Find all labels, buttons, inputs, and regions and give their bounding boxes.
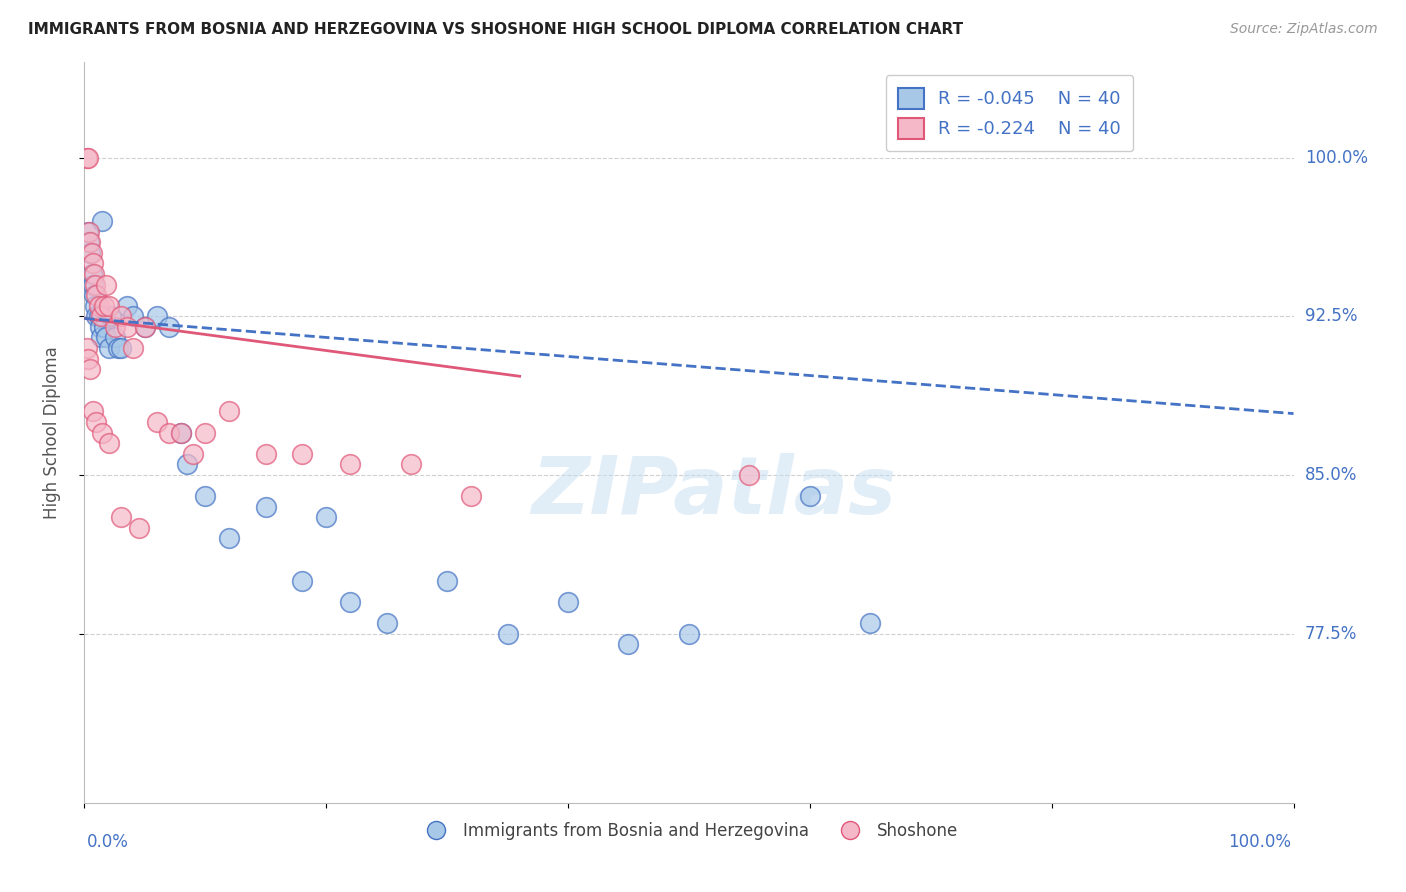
Point <box>89 319 111 334</box>
Point <box>83 288 105 302</box>
Point <box>157 425 180 440</box>
Point <box>97 436 120 450</box>
Point <box>176 458 198 472</box>
Point <box>86 415 108 429</box>
Point <box>194 425 217 440</box>
Point <box>218 532 240 546</box>
Point <box>82 404 104 418</box>
Point <box>82 277 104 292</box>
Text: 100.0%: 100.0% <box>1227 833 1291 851</box>
Point <box>194 489 217 503</box>
Point <box>128 521 150 535</box>
Point <box>79 235 101 250</box>
Point <box>738 467 761 482</box>
Point <box>87 299 110 313</box>
Point <box>84 299 107 313</box>
Point <box>104 319 127 334</box>
Point <box>77 151 100 165</box>
Point <box>678 626 700 640</box>
Point <box>91 214 114 228</box>
Point <box>254 500 277 514</box>
Point <box>86 310 108 324</box>
Point <box>557 595 579 609</box>
Point <box>93 299 115 313</box>
Point <box>121 310 143 324</box>
Point <box>110 310 132 324</box>
Point <box>82 256 104 270</box>
Point <box>100 310 122 324</box>
Text: ZIPatlas: ZIPatlas <box>530 453 896 531</box>
Point <box>94 277 117 292</box>
Point <box>170 425 193 440</box>
Point <box>115 299 138 313</box>
Point <box>134 319 156 334</box>
Point <box>146 415 169 429</box>
Point <box>90 330 112 344</box>
Point <box>79 245 101 260</box>
Point <box>254 447 277 461</box>
Point <box>181 447 204 461</box>
Point <box>77 351 100 366</box>
Point <box>77 225 100 239</box>
Text: 100.0%: 100.0% <box>1305 149 1368 167</box>
Text: IMMIGRANTS FROM BOSNIA AND HERZEGOVINA VS SHOSHONE HIGH SCHOOL DIPLOMA CORRELATI: IMMIGRANTS FROM BOSNIA AND HERZEGOVINA V… <box>28 22 963 37</box>
Point <box>93 319 115 334</box>
Point <box>90 310 112 324</box>
Point <box>94 330 117 344</box>
Point <box>291 447 314 461</box>
Point <box>134 319 156 334</box>
Point <box>77 235 100 250</box>
Point <box>110 510 132 524</box>
Legend: Immigrants from Bosnia and Herzegovina, Shoshone: Immigrants from Bosnia and Herzegovina, … <box>413 815 965 847</box>
Point <box>110 341 132 355</box>
Point <box>218 404 240 418</box>
Point <box>315 510 337 524</box>
Point <box>97 299 120 313</box>
Text: Source: ZipAtlas.com: Source: ZipAtlas.com <box>1230 22 1378 37</box>
Point <box>399 458 422 472</box>
Point <box>859 615 882 630</box>
Point <box>91 425 114 440</box>
Point <box>80 245 103 260</box>
Point <box>104 330 127 344</box>
Y-axis label: High School Diploma: High School Diploma <box>42 346 60 519</box>
Point <box>339 595 361 609</box>
Point <box>496 626 519 640</box>
Point <box>146 310 169 324</box>
Point <box>157 319 180 334</box>
Point <box>86 288 108 302</box>
Text: 0.0%: 0.0% <box>87 833 129 851</box>
Point <box>170 425 193 440</box>
Point <box>617 637 640 651</box>
Point <box>115 319 138 334</box>
Point <box>80 267 103 281</box>
Point <box>107 341 129 355</box>
Point <box>375 615 398 630</box>
Point <box>83 267 105 281</box>
Text: 92.5%: 92.5% <box>1305 307 1357 326</box>
Point <box>87 310 110 324</box>
Point <box>77 225 100 239</box>
Point <box>76 151 98 165</box>
Point <box>76 341 98 355</box>
Point <box>121 341 143 355</box>
Point <box>84 277 107 292</box>
Point <box>339 458 361 472</box>
Point <box>436 574 458 588</box>
Text: 77.5%: 77.5% <box>1305 624 1357 642</box>
Point <box>79 362 101 376</box>
Point <box>97 341 120 355</box>
Point <box>799 489 821 503</box>
Point <box>291 574 314 588</box>
Point <box>460 489 482 503</box>
Text: 85.0%: 85.0% <box>1305 466 1357 484</box>
